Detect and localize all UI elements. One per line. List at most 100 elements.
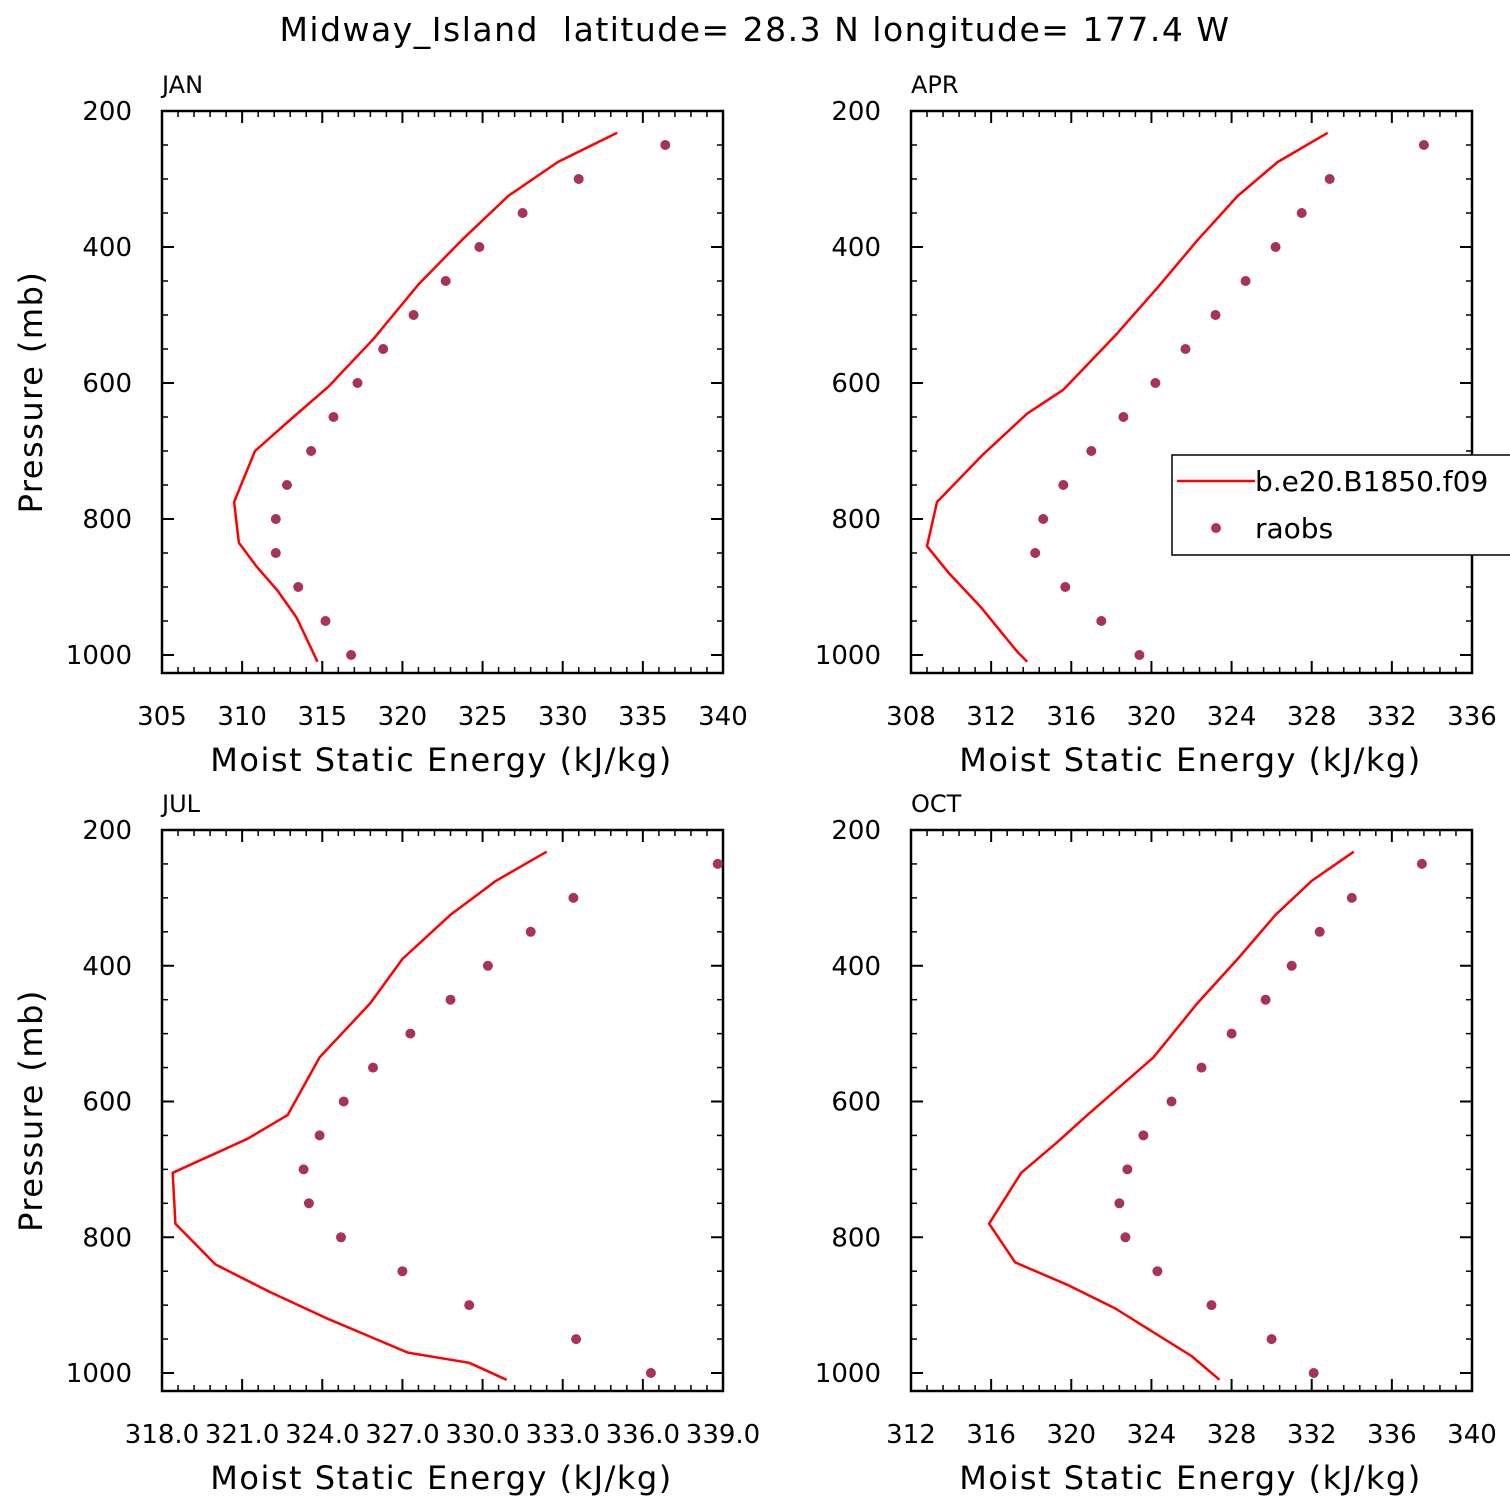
raobs-point bbox=[378, 344, 389, 354]
raobs-point bbox=[1058, 480, 1069, 490]
raobs-point bbox=[1166, 1096, 1177, 1107]
x-tick-label: 336.0 bbox=[606, 1420, 680, 1450]
raobs-point bbox=[336, 1232, 346, 1243]
raobs-point bbox=[338, 1096, 349, 1107]
y-tick-label: 1000 bbox=[66, 1359, 132, 1389]
plot-frame bbox=[160, 109, 725, 675]
y-tick-label: 600 bbox=[831, 1088, 881, 1118]
y-axis-label: Pressure (mb) bbox=[12, 989, 50, 1232]
raobs-point bbox=[1206, 1300, 1217, 1311]
raobs-point bbox=[405, 1028, 416, 1039]
raobs-point bbox=[1266, 1334, 1277, 1345]
x-tick-label: 324.0 bbox=[285, 1420, 359, 1450]
chart-panel-jul: 318.0 321.0 324.0 327.0 330.0 333.0 336.0 339.0… bbox=[12, 790, 760, 1497]
legend-label-model: b.e20.B1850.f09 bbox=[1255, 465, 1488, 498]
y-tick-label: 800 bbox=[831, 1223, 881, 1253]
raobs-point bbox=[571, 1334, 582, 1345]
plot-frame bbox=[909, 109, 1474, 675]
x-tick-label: 312 bbox=[966, 702, 1016, 732]
x-tick-label: 336 bbox=[1447, 702, 1497, 732]
y-tick-label: 200 bbox=[831, 97, 881, 127]
y-tick-label: 200 bbox=[831, 816, 881, 846]
raobs-point bbox=[1416, 858, 1427, 869]
x-tick-label: 320 bbox=[378, 702, 428, 732]
y-tick-label: 400 bbox=[82, 952, 132, 982]
raobs-point bbox=[573, 174, 584, 184]
x-tick-label: 312 bbox=[886, 1420, 936, 1450]
raobs-point bbox=[1180, 344, 1191, 354]
raobs-point bbox=[660, 140, 671, 150]
legend-point-swatch bbox=[1211, 523, 1221, 533]
raobs-point bbox=[1120, 1232, 1131, 1243]
y-tick-label: 1000 bbox=[815, 1359, 881, 1389]
x-tick-label: 339.0 bbox=[686, 1420, 760, 1450]
y-tick-label: 1000 bbox=[66, 641, 132, 671]
x-tick-label: 315 bbox=[297, 702, 347, 732]
x-axis-label: Moist Static Energy (kJ/kg) bbox=[959, 1459, 1421, 1497]
raobs-point bbox=[1150, 378, 1161, 388]
x-axis-label: Moist Static Energy (kJ/kg) bbox=[959, 741, 1421, 779]
raobs-point bbox=[368, 1062, 378, 1073]
raobs-point bbox=[270, 548, 281, 558]
raobs-point bbox=[1060, 582, 1071, 592]
raobs-point bbox=[712, 858, 723, 869]
x-tick-label: 332 bbox=[1287, 1420, 1337, 1450]
panel-label: JUL bbox=[160, 790, 201, 818]
raobs-point bbox=[1314, 926, 1325, 937]
raobs-point bbox=[1418, 140, 1429, 150]
x-tick-label: 335 bbox=[618, 702, 668, 732]
raobs-point bbox=[282, 480, 292, 490]
raobs-point bbox=[1346, 892, 1357, 903]
y-tick-label: 800 bbox=[831, 505, 881, 535]
raobs-point bbox=[397, 1266, 408, 1277]
raobs-point bbox=[482, 960, 493, 971]
raobs-point bbox=[1096, 616, 1107, 626]
x-tick-label: 328 bbox=[1207, 1420, 1257, 1450]
raobs-point bbox=[568, 892, 579, 903]
raobs-point bbox=[298, 1164, 309, 1175]
x-tick-label: 325 bbox=[458, 702, 508, 732]
x-axis-label: Moist Static Energy (kJ/kg) bbox=[210, 741, 672, 779]
y-axis-label: Pressure (mb) bbox=[12, 271, 50, 514]
model-profile-line bbox=[987, 850, 1355, 1381]
raobs-point bbox=[408, 310, 419, 320]
x-tick-label: 340 bbox=[1447, 1420, 1497, 1450]
raobs-point bbox=[352, 378, 363, 388]
x-tick-label: 321.0 bbox=[205, 1420, 279, 1450]
model-profile-line bbox=[171, 850, 548, 1381]
y-tick-label: 800 bbox=[82, 505, 132, 535]
x-tick-label: 308 bbox=[886, 702, 936, 732]
y-tick-label: 600 bbox=[82, 1088, 132, 1118]
legend-label-raobs: raobs bbox=[1255, 512, 1333, 545]
chart-panel-jan: 305 310 315 320 325 330 335 340 200 400 600 800 1000… bbox=[12, 71, 748, 779]
raobs-point bbox=[1030, 548, 1041, 558]
raobs-point bbox=[328, 412, 339, 422]
x-axis-label: Moist Static Energy (kJ/kg) bbox=[210, 1459, 672, 1497]
raobs-point bbox=[464, 1300, 475, 1311]
plot-frame bbox=[909, 828, 1474, 1393]
y-tick-label: 1000 bbox=[815, 641, 881, 671]
raobs-point bbox=[1324, 174, 1335, 184]
panel-label: OCT bbox=[911, 790, 962, 818]
chart-panel-oct: 312 316 320 324 328 332 336 340 200 400 600 800 1000… bbox=[815, 790, 1497, 1497]
raobs-point bbox=[314, 1130, 325, 1141]
raobs-point bbox=[346, 650, 357, 660]
x-tick-label: 330.0 bbox=[445, 1420, 519, 1450]
raobs-point bbox=[1086, 446, 1097, 456]
y-tick-label: 200 bbox=[82, 816, 132, 846]
y-tick-label: 600 bbox=[82, 369, 132, 399]
panel-label: APR bbox=[911, 71, 959, 99]
x-tick-label: 324 bbox=[1207, 702, 1257, 732]
y-tick-label: 400 bbox=[82, 233, 132, 263]
x-tick-label: 316 bbox=[966, 1420, 1016, 1450]
raobs-point bbox=[1270, 242, 1281, 252]
raobs-point bbox=[1138, 1130, 1149, 1141]
x-tick-label: 318.0 bbox=[125, 1420, 199, 1450]
raobs-point bbox=[303, 1198, 314, 1209]
x-tick-label: 332 bbox=[1367, 702, 1417, 732]
raobs-point bbox=[440, 276, 451, 286]
x-tick-label: 328 bbox=[1287, 702, 1337, 732]
x-tick-label: 320 bbox=[1127, 702, 1177, 732]
raobs-point bbox=[1296, 208, 1307, 218]
